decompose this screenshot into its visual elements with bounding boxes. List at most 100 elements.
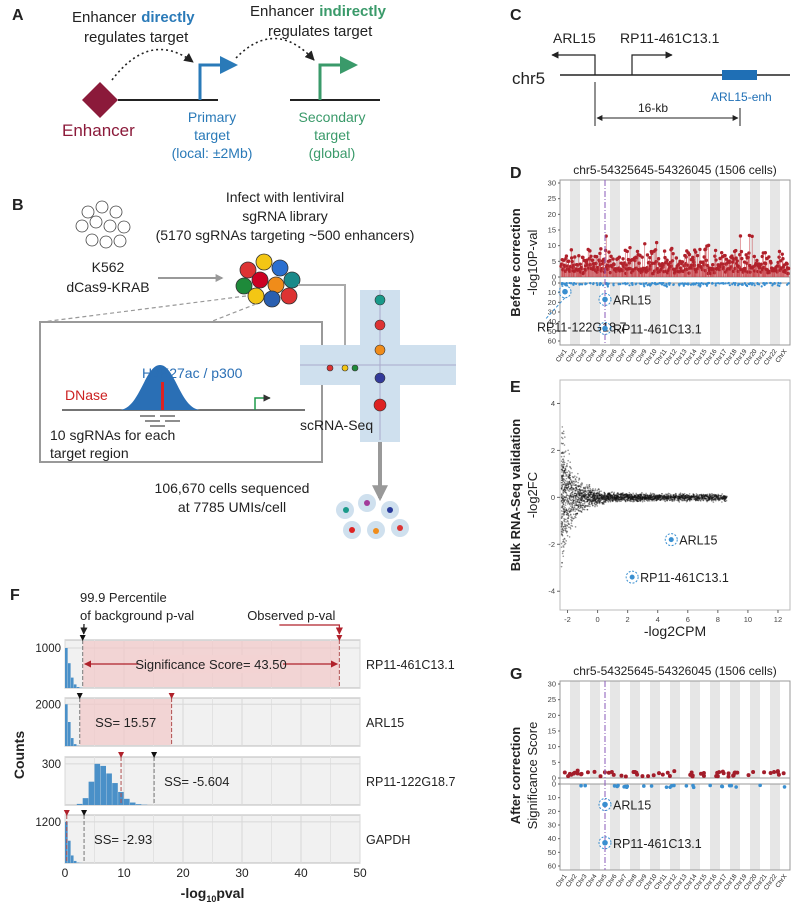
background-point — [659, 497, 662, 499]
background-point — [703, 494, 705, 497]
background-point — [619, 495, 622, 498]
background-point — [563, 496, 566, 498]
background-point — [574, 515, 576, 518]
background-point — [610, 498, 612, 501]
background-point — [560, 524, 563, 527]
background-point — [604, 495, 607, 497]
background-point — [637, 500, 640, 502]
background-point — [608, 258, 612, 263]
background-point — [561, 442, 564, 445]
background-point — [697, 497, 700, 500]
background-point — [573, 492, 576, 495]
background-point — [562, 458, 565, 461]
background-point — [562, 451, 564, 454]
background-point — [574, 489, 577, 492]
background-point — [569, 509, 571, 512]
background-point — [698, 499, 700, 501]
background-point — [628, 492, 631, 494]
background-point — [682, 497, 685, 500]
background-point — [654, 495, 657, 498]
background-point — [589, 495, 592, 498]
background-point — [671, 499, 674, 501]
background-point — [656, 495, 659, 498]
background-point — [581, 507, 584, 509]
background-point — [584, 497, 586, 500]
background-point — [561, 561, 563, 564]
background-point — [567, 501, 570, 504]
background-point — [584, 495, 586, 498]
background-point — [719, 496, 722, 498]
background-point — [740, 283, 744, 286]
background-point — [622, 785, 626, 789]
background-point — [607, 250, 611, 254]
background-point — [570, 524, 572, 527]
background-point — [636, 494, 639, 496]
x-tick-label: 6 — [686, 615, 690, 624]
background-point — [596, 492, 599, 495]
background-point — [584, 498, 587, 500]
background-point — [638, 496, 641, 499]
background-point — [673, 495, 676, 498]
background-point — [697, 284, 700, 287]
background-point — [560, 532, 563, 534]
background-point — [572, 508, 574, 510]
background-point — [655, 498, 658, 500]
background-point — [567, 522, 570, 524]
background-point — [563, 470, 566, 473]
y-tick-label: 30 — [548, 680, 556, 689]
background-point — [623, 282, 627, 285]
background-point — [561, 530, 563, 533]
background-point — [647, 494, 649, 497]
background-point — [580, 489, 583, 491]
histogram-bar — [88, 781, 95, 805]
background-point — [578, 494, 581, 496]
background-point — [595, 495, 597, 497]
background-point — [675, 494, 677, 496]
background-point — [680, 496, 683, 499]
background-point — [644, 498, 647, 500]
background-point — [631, 495, 634, 498]
background-point — [707, 497, 710, 499]
background-point — [689, 496, 692, 498]
background-point — [565, 487, 568, 489]
background-point — [570, 502, 573, 505]
background-point — [562, 471, 565, 474]
background-point — [593, 492, 596, 494]
background-point — [661, 497, 663, 499]
background-point — [611, 496, 613, 498]
background-point — [618, 499, 620, 501]
background-point — [608, 496, 610, 498]
background-point — [595, 502, 598, 505]
background-point — [562, 465, 565, 468]
background-point — [654, 259, 658, 264]
background-point — [568, 497, 571, 500]
background-point — [592, 492, 594, 495]
background-point — [641, 500, 644, 503]
background-point — [607, 497, 610, 499]
background-point — [576, 495, 579, 497]
background-point — [611, 499, 614, 502]
background-point — [670, 493, 672, 496]
background-point — [668, 499, 671, 501]
background-point — [668, 497, 670, 500]
background-point — [640, 774, 645, 779]
background-point — [714, 498, 717, 501]
background-point — [687, 497, 690, 499]
background-point — [681, 496, 684, 499]
background-point — [613, 496, 616, 498]
background-point — [610, 494, 612, 496]
background-point — [560, 488, 563, 491]
background-point — [566, 484, 569, 486]
background-point — [740, 256, 744, 261]
background-point — [612, 784, 617, 788]
background-point — [738, 253, 742, 257]
background-point — [603, 497, 605, 499]
background-point — [562, 546, 565, 548]
background-point — [705, 493, 707, 496]
background-point — [633, 495, 635, 497]
background-point — [575, 497, 577, 500]
background-point — [634, 494, 636, 497]
background-point — [646, 498, 649, 500]
background-point — [707, 495, 710, 498]
background-point — [563, 488, 566, 490]
